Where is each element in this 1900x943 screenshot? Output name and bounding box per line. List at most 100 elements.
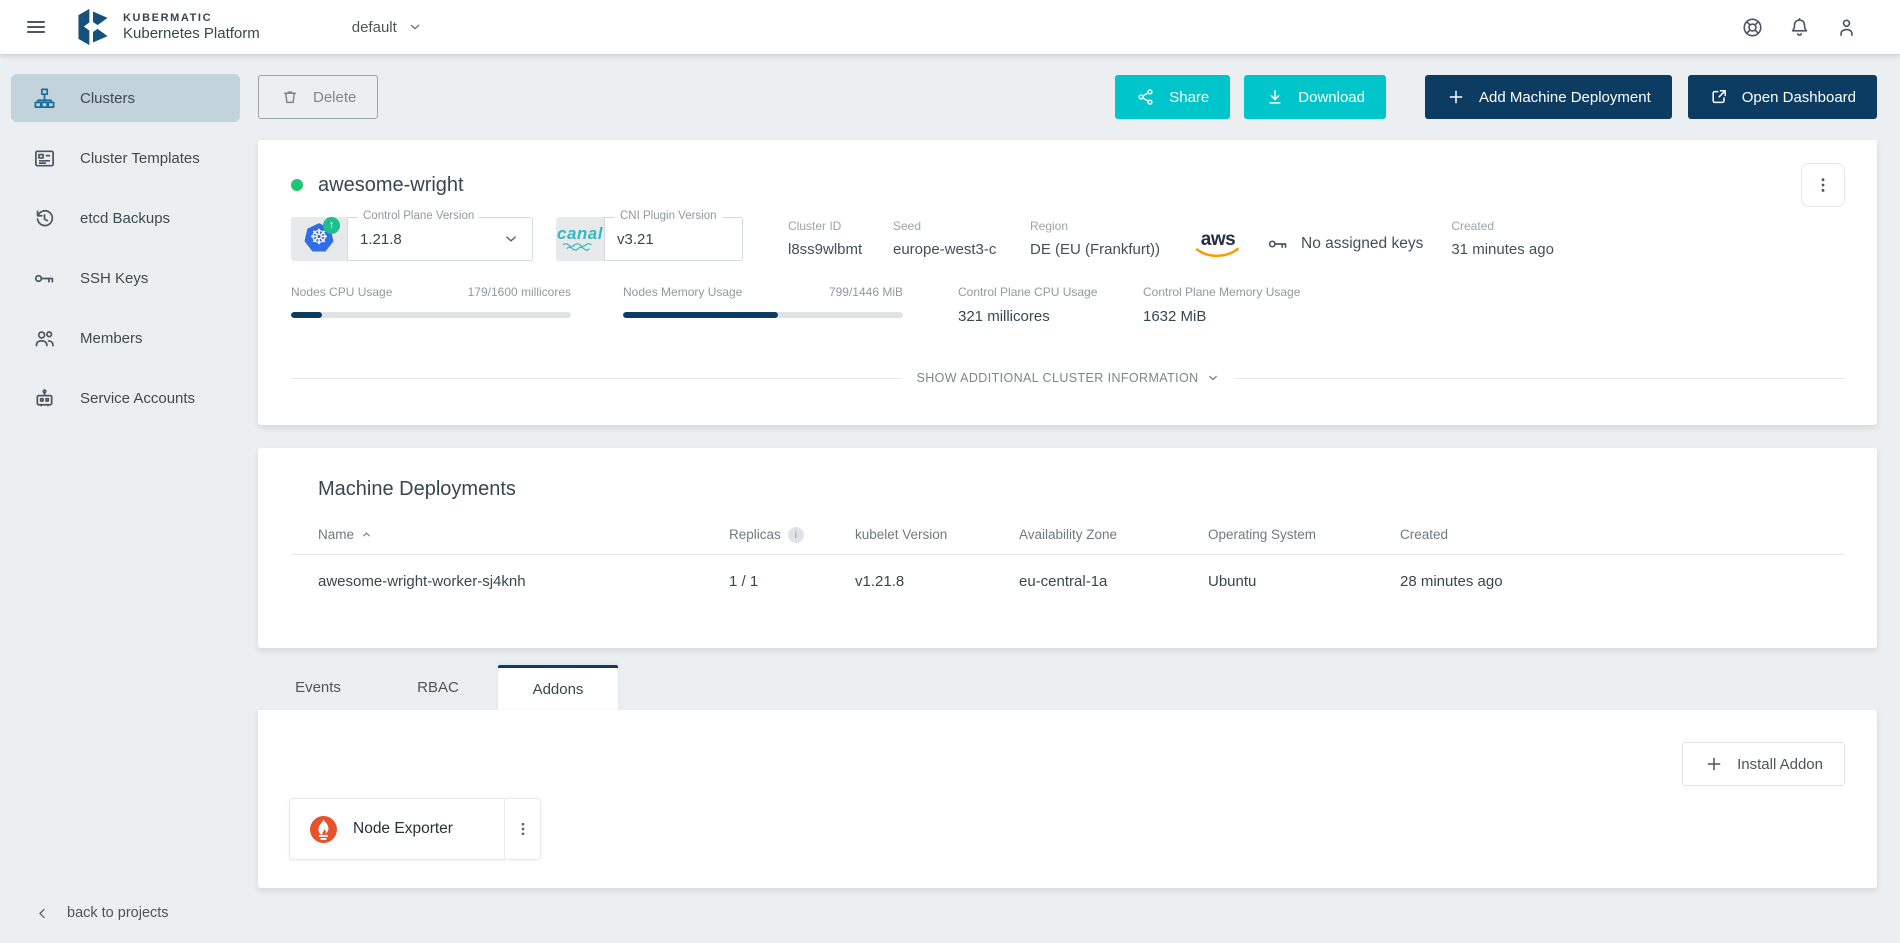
open-dashboard-button[interactable]: Open Dashboard: [1687, 75, 1877, 119]
kubernetes-icon: ☸ ↑: [302, 217, 340, 256]
ssh-keys-status[interactable]: No assigned keys: [1267, 233, 1423, 255]
upgrade-available-icon: ↑: [323, 217, 340, 234]
deployment-replicas: 1 / 1: [729, 572, 759, 590]
show-additional-cluster-information-toggle[interactable]: SHOW ADDITIONAL CLUSTER INFORMATION: [902, 371, 1233, 385]
nodes-cpu-usage: Nodes CPU Usage 179/1600 millicores: [291, 285, 571, 325]
cluster-templates-icon: [35, 149, 54, 167]
cluster-card: awesome-wright ☸ ↑ Control Plane Ver: [258, 140, 1877, 425]
seed-value: europe-west3-c: [893, 241, 997, 258]
kubernetes-logo-tile: ☸ ↑: [291, 217, 347, 261]
share-icon: [1138, 89, 1153, 105]
control-plane-cpu-usage-label: Control Plane CPU Usage: [958, 285, 1098, 299]
sidebar-item-ssh-keys[interactable]: SSH Keys: [11, 254, 240, 302]
machine-deployments-header-row: Name Replicas i kubelet Version Availabi…: [291, 515, 1845, 555]
machine-deployment-row[interactable]: awesome-wright-worker-sj4knh 1 / 1 v1.21…: [291, 555, 1845, 607]
install-addon-button[interactable]: Install Addon: [1682, 742, 1845, 786]
sidebar-item-label: etcd Backups: [80, 209, 171, 227]
sidebar-item-label: Members: [80, 329, 143, 347]
canal-logo-tile: canal: [556, 217, 604, 261]
project-selector[interactable]: default: [352, 19, 423, 36]
deployment-name: awesome-wright-worker-sj4knh: [318, 572, 526, 590]
machine-deployments-title: Machine Deployments: [318, 478, 516, 500]
plus-icon: [1707, 757, 1721, 771]
column-header-kubelet-version: kubelet Version: [855, 527, 948, 542]
addon-card-node-exporter: Node Exporter: [289, 798, 541, 860]
add-machine-deployment-button[interactable]: Add Machine Deployment: [1424, 75, 1672, 119]
tab-events[interactable]: Events: [295, 679, 341, 696]
sidebar-item-label: SSH Keys: [80, 269, 149, 287]
machine-deployments-card: Machine Deployments Name Replicas i kube…: [258, 448, 1877, 648]
sidebar-item-label: Service Accounts: [80, 389, 196, 407]
chevron-down-icon: [506, 236, 516, 242]
key-icon: [1268, 240, 1287, 248]
project-selector-value: default: [351, 18, 397, 36]
install-addon-label: Install Addon: [1737, 755, 1823, 773]
control-plane-version-select[interactable]: Control Plane Version 1.21.8: [347, 210, 533, 261]
clusters-icon: [34, 88, 55, 108]
cni-plugin-version-label: CNI Plugin Version: [615, 210, 722, 222]
plus-icon: [1449, 90, 1463, 104]
column-header-name[interactable]: Name: [318, 527, 729, 542]
delete-button[interactable]: Delete: [258, 75, 379, 119]
brand-text: KUBERMATIC Kubernetes Platform: [123, 12, 260, 42]
info-icon[interactable]: i: [787, 526, 804, 543]
kubermatic-logo-icon: [78, 8, 108, 46]
share-button[interactable]: Share: [1115, 75, 1231, 119]
region-value: DE (EU (Frankfurt)): [1030, 241, 1161, 258]
sidebar-item-members[interactable]: Members: [11, 314, 240, 362]
sidebar-item-cluster-templates[interactable]: Cluster Templates: [11, 134, 240, 182]
column-header-availability-zone: Availability Zone: [1019, 527, 1118, 542]
sidebar-item-label: Clusters: [80, 89, 136, 107]
nodes-memory-usage-label: Nodes Memory Usage: [623, 285, 743, 299]
menu-icon[interactable]: [24, 15, 48, 39]
control-plane-memory-usage: Control Plane Memory Usage 1632 MiB: [1143, 285, 1328, 325]
prometheus-icon: [310, 815, 337, 843]
brand-line1: KUBERMATIC: [123, 12, 213, 25]
tab-rbac[interactable]: RBAC: [417, 679, 459, 696]
download-icon: [1269, 90, 1281, 104]
external-link-icon: [1712, 90, 1726, 104]
trash-icon: [283, 91, 297, 104]
kebab-menu-icon: [521, 822, 524, 836]
back-to-projects-label: back to projects: [67, 905, 169, 921]
control-plane-cpu-usage: Control Plane CPU Usage 321 millicores: [958, 285, 1143, 325]
delete-button-label: Delete: [313, 88, 357, 106]
sidebar-item-etcd-backups[interactable]: etcd Backups: [11, 194, 240, 242]
back-to-projects-link[interactable]: back to projects: [0, 905, 250, 943]
add-machine-deployment-label: Add Machine Deployment: [1478, 88, 1651, 106]
deployment-operating-system: Ubuntu: [1208, 572, 1257, 590]
divider: [504, 799, 505, 859]
control-plane-cpu-usage-value: 321 millicores: [958, 308, 1050, 325]
nodes-cpu-usage-value: 179/1600 millicores: [467, 285, 571, 299]
sort-ascending-icon: [363, 532, 370, 537]
addon-actions-menu-button[interactable]: [505, 799, 540, 859]
nodes-cpu-usage-bar: [291, 312, 571, 318]
chevron-left-icon: [39, 908, 45, 918]
nodes-memory-usage: Nodes Memory Usage 799/1446 MiB: [623, 285, 903, 325]
nodes-memory-usage-value: 799/1446 MiB: [828, 285, 903, 299]
addons-panel: Install Addon Node Exporter: [258, 710, 1877, 888]
help-icon[interactable]: [1741, 16, 1764, 39]
sidebar-item-service-accounts[interactable]: Service Accounts: [11, 374, 240, 422]
download-button[interactable]: Download: [1244, 75, 1386, 119]
cluster-status-dot: [291, 179, 303, 191]
tab-addons[interactable]: Addons: [498, 665, 618, 710]
notifications-icon[interactable]: [1788, 16, 1811, 39]
share-button-label: Share: [1169, 88, 1210, 106]
toolbar: Delete Share Download Add Machine D: [258, 75, 1877, 119]
control-plane-version-value: 1.21.8: [360, 230, 402, 248]
deployment-availability-zone: eu-central-1a: [1019, 572, 1108, 590]
show-additional-label: SHOW ADDITIONAL CLUSTER INFORMATION: [916, 371, 1199, 385]
seed-label: Seed: [893, 219, 922, 233]
cni-plugin-version-value: v3.21: [617, 230, 654, 248]
control-plane-version-label: Control Plane Version: [358, 210, 480, 222]
region-label: Region: [1030, 219, 1069, 233]
cni-plugin-version-field[interactable]: CNI Plugin Version v3.21: [604, 210, 743, 261]
created-value: 31 minutes ago: [1451, 241, 1554, 258]
cluster-actions-menu-button[interactable]: [1801, 163, 1845, 207]
sidebar-item-clusters[interactable]: Clusters: [11, 74, 240, 122]
column-header-operating-system: Operating System: [1208, 527, 1317, 542]
user-icon[interactable]: [1835, 16, 1858, 39]
nodes-memory-usage-bar: [623, 312, 903, 318]
deployment-kubelet-version: v1.21.8: [855, 572, 905, 590]
